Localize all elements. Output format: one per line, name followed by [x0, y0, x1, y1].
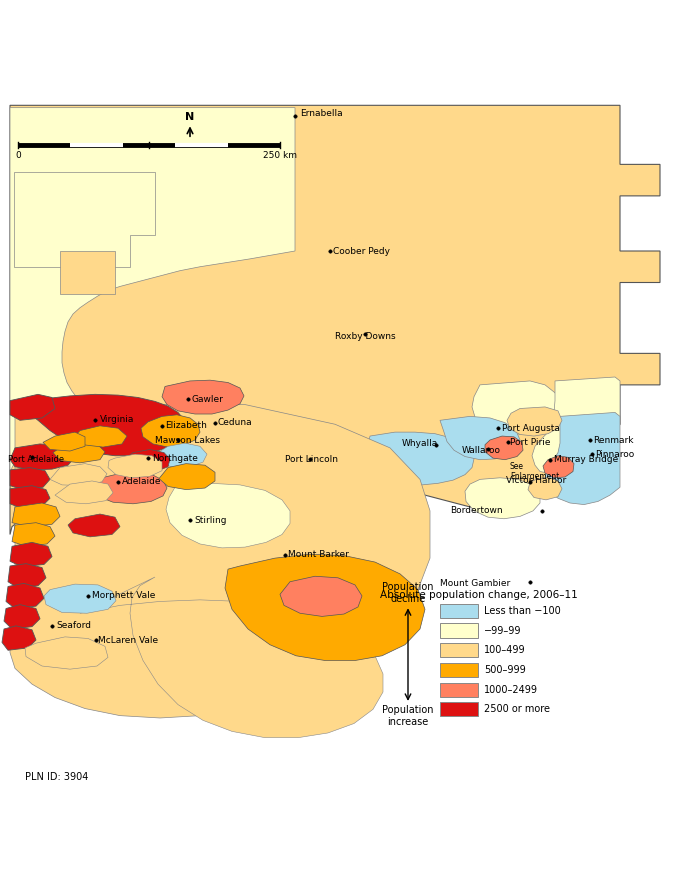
Polygon shape	[141, 414, 200, 447]
Polygon shape	[74, 426, 127, 447]
Polygon shape	[4, 605, 40, 629]
Bar	[440, 663, 478, 677]
Text: Roxby Downs: Roxby Downs	[335, 332, 396, 341]
Bar	[440, 604, 478, 618]
Polygon shape	[8, 563, 46, 588]
Text: McLaren Vale: McLaren Vale	[98, 635, 158, 644]
Text: Mount Gambier: Mount Gambier	[440, 579, 510, 588]
Text: Virginia: Virginia	[100, 415, 134, 424]
Polygon shape	[126, 450, 170, 473]
Text: 500–999: 500–999	[484, 665, 526, 675]
Polygon shape	[12, 523, 55, 546]
Text: Less than −100: Less than −100	[484, 606, 561, 616]
Polygon shape	[507, 407, 562, 436]
Bar	[440, 643, 478, 657]
Polygon shape	[80, 577, 383, 737]
Polygon shape	[68, 514, 120, 537]
Polygon shape	[6, 583, 44, 609]
Polygon shape	[14, 172, 155, 267]
Polygon shape	[162, 380, 244, 414]
Polygon shape	[545, 413, 620, 504]
Text: Port Augusta: Port Augusta	[502, 423, 560, 433]
Text: 2500 or more: 2500 or more	[484, 704, 550, 715]
Polygon shape	[10, 405, 430, 718]
Text: Population
decline: Population decline	[383, 583, 434, 604]
Polygon shape	[60, 251, 115, 294]
Polygon shape	[166, 483, 290, 548]
Text: Port Adelaide: Port Adelaide	[8, 455, 64, 464]
Polygon shape	[159, 464, 215, 489]
Text: Ernabella: Ernabella	[300, 109, 342, 118]
Text: Port Pirie: Port Pirie	[510, 438, 550, 447]
Text: Mawson Lakes: Mawson Lakes	[155, 436, 220, 444]
Text: PLN ID: 3904: PLN ID: 3904	[25, 773, 89, 782]
Polygon shape	[440, 416, 520, 459]
Text: Ceduna: Ceduna	[218, 418, 253, 427]
Text: Population
increase: Population increase	[383, 706, 434, 727]
Text: Seaford: Seaford	[56, 621, 91, 630]
Text: 100–499: 100–499	[484, 645, 525, 656]
Polygon shape	[10, 542, 52, 567]
Polygon shape	[10, 444, 74, 470]
Text: 0: 0	[15, 151, 21, 160]
Polygon shape	[158, 444, 207, 467]
Text: Wallaroo: Wallaroo	[462, 446, 501, 455]
Polygon shape	[528, 477, 562, 500]
Text: Port Lincoln: Port Lincoln	[285, 455, 338, 464]
Polygon shape	[2, 626, 36, 650]
Polygon shape	[50, 464, 107, 486]
Polygon shape	[15, 394, 185, 456]
Polygon shape	[10, 486, 50, 509]
Polygon shape	[89, 473, 167, 503]
Text: −99–99: −99–99	[484, 626, 522, 635]
Polygon shape	[10, 106, 660, 542]
Polygon shape	[108, 454, 162, 478]
Text: Mount Barker: Mount Barker	[288, 551, 349, 560]
Text: 250 km: 250 km	[263, 151, 297, 160]
Text: Murray Bridge: Murray Bridge	[554, 455, 618, 464]
Polygon shape	[44, 584, 116, 613]
Polygon shape	[10, 394, 55, 421]
Polygon shape	[10, 107, 295, 475]
Polygon shape	[55, 481, 113, 503]
Text: Absolute population change, 2006–11: Absolute population change, 2006–11	[380, 590, 578, 599]
Polygon shape	[10, 467, 50, 489]
Text: Renmark: Renmark	[593, 436, 633, 444]
Polygon shape	[367, 432, 474, 485]
Text: Bordertown: Bordertown	[450, 506, 502, 516]
Polygon shape	[465, 478, 540, 518]
Text: Adelaide: Adelaide	[122, 477, 161, 487]
Bar	[440, 702, 478, 716]
Text: Victor Harbor: Victor Harbor	[506, 476, 566, 486]
Text: Stirling: Stirling	[194, 516, 227, 524]
Text: Morphett Vale: Morphett Vale	[92, 591, 155, 600]
Polygon shape	[53, 442, 105, 463]
Polygon shape	[280, 576, 362, 616]
Polygon shape	[485, 436, 523, 459]
Text: See
Enlargement: See Enlargement	[510, 462, 559, 481]
Text: N: N	[185, 112, 195, 121]
Text: 1000–2499: 1000–2499	[484, 685, 538, 694]
Polygon shape	[543, 456, 574, 478]
Polygon shape	[532, 377, 620, 473]
Text: Whyalla: Whyalla	[402, 439, 438, 449]
Polygon shape	[43, 432, 85, 451]
Bar	[440, 624, 478, 638]
Polygon shape	[12, 503, 60, 526]
Bar	[440, 683, 478, 697]
Polygon shape	[472, 381, 560, 435]
Polygon shape	[225, 554, 425, 661]
Text: Northgate: Northgate	[152, 453, 198, 463]
Text: Pinnaroo: Pinnaroo	[595, 450, 634, 458]
Polygon shape	[25, 637, 108, 669]
Text: Coober Pedy: Coober Pedy	[333, 246, 390, 255]
Text: Elizabeth: Elizabeth	[165, 422, 207, 430]
Text: Gawler: Gawler	[192, 394, 224, 404]
